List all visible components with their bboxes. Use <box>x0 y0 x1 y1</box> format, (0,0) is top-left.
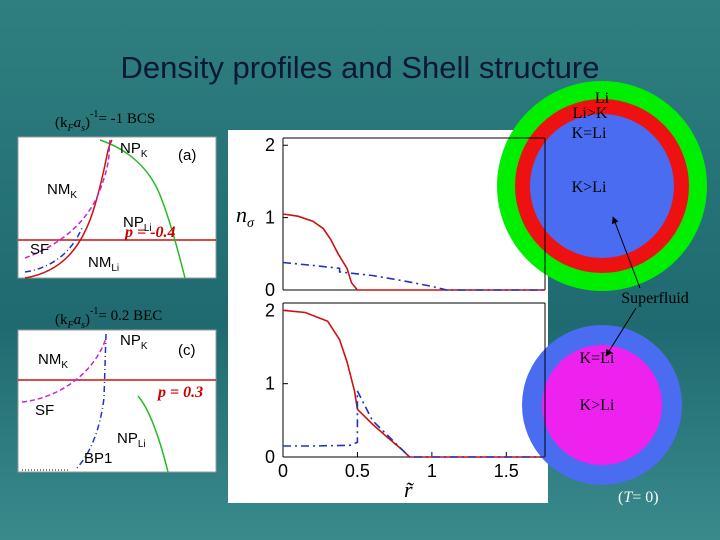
shell-label: K>Li <box>580 397 615 414</box>
text-part: (k <box>55 312 68 328</box>
superfluid-label: Superfluid <box>621 290 689 307</box>
text-part: (a) <box>178 147 196 164</box>
regime-label: (kFas)-1= 0.2 BEC <box>55 306 162 331</box>
y-tick-label: 2 <box>265 135 275 155</box>
shell-label: Li>K <box>573 105 608 122</box>
inset-panel <box>17 329 217 473</box>
text-part: NM <box>88 254 111 271</box>
text-part: NM <box>38 351 61 368</box>
data-line <box>283 390 545 458</box>
x-axis-label: r̃ <box>404 477 414 502</box>
inset-annotation: SF <box>30 241 49 258</box>
text-part: BP1 <box>84 450 112 467</box>
temperature-label: (T= 0) <box>618 489 659 506</box>
text-part: = 0) <box>632 489 658 506</box>
text-part: SF <box>35 402 54 419</box>
text-part: -1 <box>90 306 98 317</box>
text-part: K <box>61 360 68 371</box>
text-part: NP <box>120 332 141 349</box>
inset-annotation: (c) <box>178 342 196 359</box>
shell-label: K=Li <box>580 350 615 367</box>
y-tick-label: 1 <box>265 208 275 228</box>
y-tick-label: 2 <box>265 300 275 320</box>
text-part: K <box>141 149 148 160</box>
text-part: ) <box>85 115 90 131</box>
y-tick-label: 1 <box>265 374 275 394</box>
text-part: F <box>67 123 75 134</box>
text-part: K <box>70 190 77 201</box>
x-tick-label: 0.5 <box>345 461 370 481</box>
y-axis-label: nσ <box>236 202 255 231</box>
polarization-label: p = -0.4 <box>123 224 175 241</box>
text-part: SF <box>30 241 49 258</box>
inset-annotation: NMK <box>38 351 68 371</box>
arrow <box>611 216 641 289</box>
text-part: -1 <box>90 109 98 120</box>
text-part: = 0.2 BEC <box>98 308 162 324</box>
text-part: Li <box>111 263 119 274</box>
shell-label: K=Li <box>572 125 607 142</box>
text-part: NP <box>120 140 141 157</box>
regime-label: (kFas)-1= -1 BCS <box>55 109 155 134</box>
shell-label: K>Li <box>572 179 607 196</box>
text-part: NM <box>47 181 70 198</box>
text-part: (c) <box>178 342 196 359</box>
y-tick-label: 0 <box>265 280 275 300</box>
text-part: a <box>74 115 82 131</box>
text-part: Li <box>144 223 152 234</box>
inset-panel <box>17 136 217 279</box>
x-tick-label: 1.5 <box>494 461 519 481</box>
inset-annotation: NPLi <box>117 430 146 450</box>
text-part: a <box>74 312 82 328</box>
text-part: ( <box>618 489 623 506</box>
chart-panel <box>228 130 548 503</box>
text-part: F <box>67 320 75 331</box>
inset-curve <box>21 337 107 403</box>
inset-annotation: NMLi <box>88 254 119 274</box>
text-part: n <box>236 202 247 227</box>
inset-curve <box>99 139 186 279</box>
inset-curve <box>74 333 107 471</box>
inset-annotation: BP1 <box>84 450 112 467</box>
text-part: K <box>141 341 148 352</box>
inset-annotation: SF <box>35 402 54 419</box>
text-part: Li <box>138 439 146 450</box>
inset-annotation: NPK <box>120 332 148 352</box>
inset-annotation: (a) <box>178 147 196 164</box>
text-part: s <box>81 320 85 331</box>
polarization-label: p = 0.3 <box>156 384 203 401</box>
inset-annotation: NPK <box>120 140 148 160</box>
text-part: s <box>81 123 85 134</box>
inset-annotation: NMK <box>47 181 77 201</box>
x-tick-label: 1 <box>427 461 437 481</box>
x-tick-label: 0 <box>278 461 288 481</box>
text-part: NP <box>123 214 144 231</box>
inset-curve <box>137 395 169 473</box>
text-part: ) <box>85 312 90 328</box>
inset-annotation: NPLi <box>123 214 152 234</box>
text-part: NP <box>117 430 138 447</box>
shell <box>530 114 674 258</box>
text-part: T <box>623 489 633 506</box>
shell-label: Li <box>595 90 610 107</box>
inset-curve <box>24 139 111 259</box>
text-part: (k <box>55 115 68 131</box>
shell <box>542 345 662 465</box>
text-part: = -1 BCS <box>98 111 155 127</box>
arrow <box>605 307 637 357</box>
inset-curve <box>24 227 83 273</box>
data-line <box>282 213 545 291</box>
slide-title: Density profiles and Shell structure <box>120 50 599 85</box>
y-tick-label: 0 <box>265 447 275 467</box>
text-part: σ <box>247 216 255 231</box>
inset-curve <box>24 139 113 279</box>
data-line <box>282 261 545 291</box>
